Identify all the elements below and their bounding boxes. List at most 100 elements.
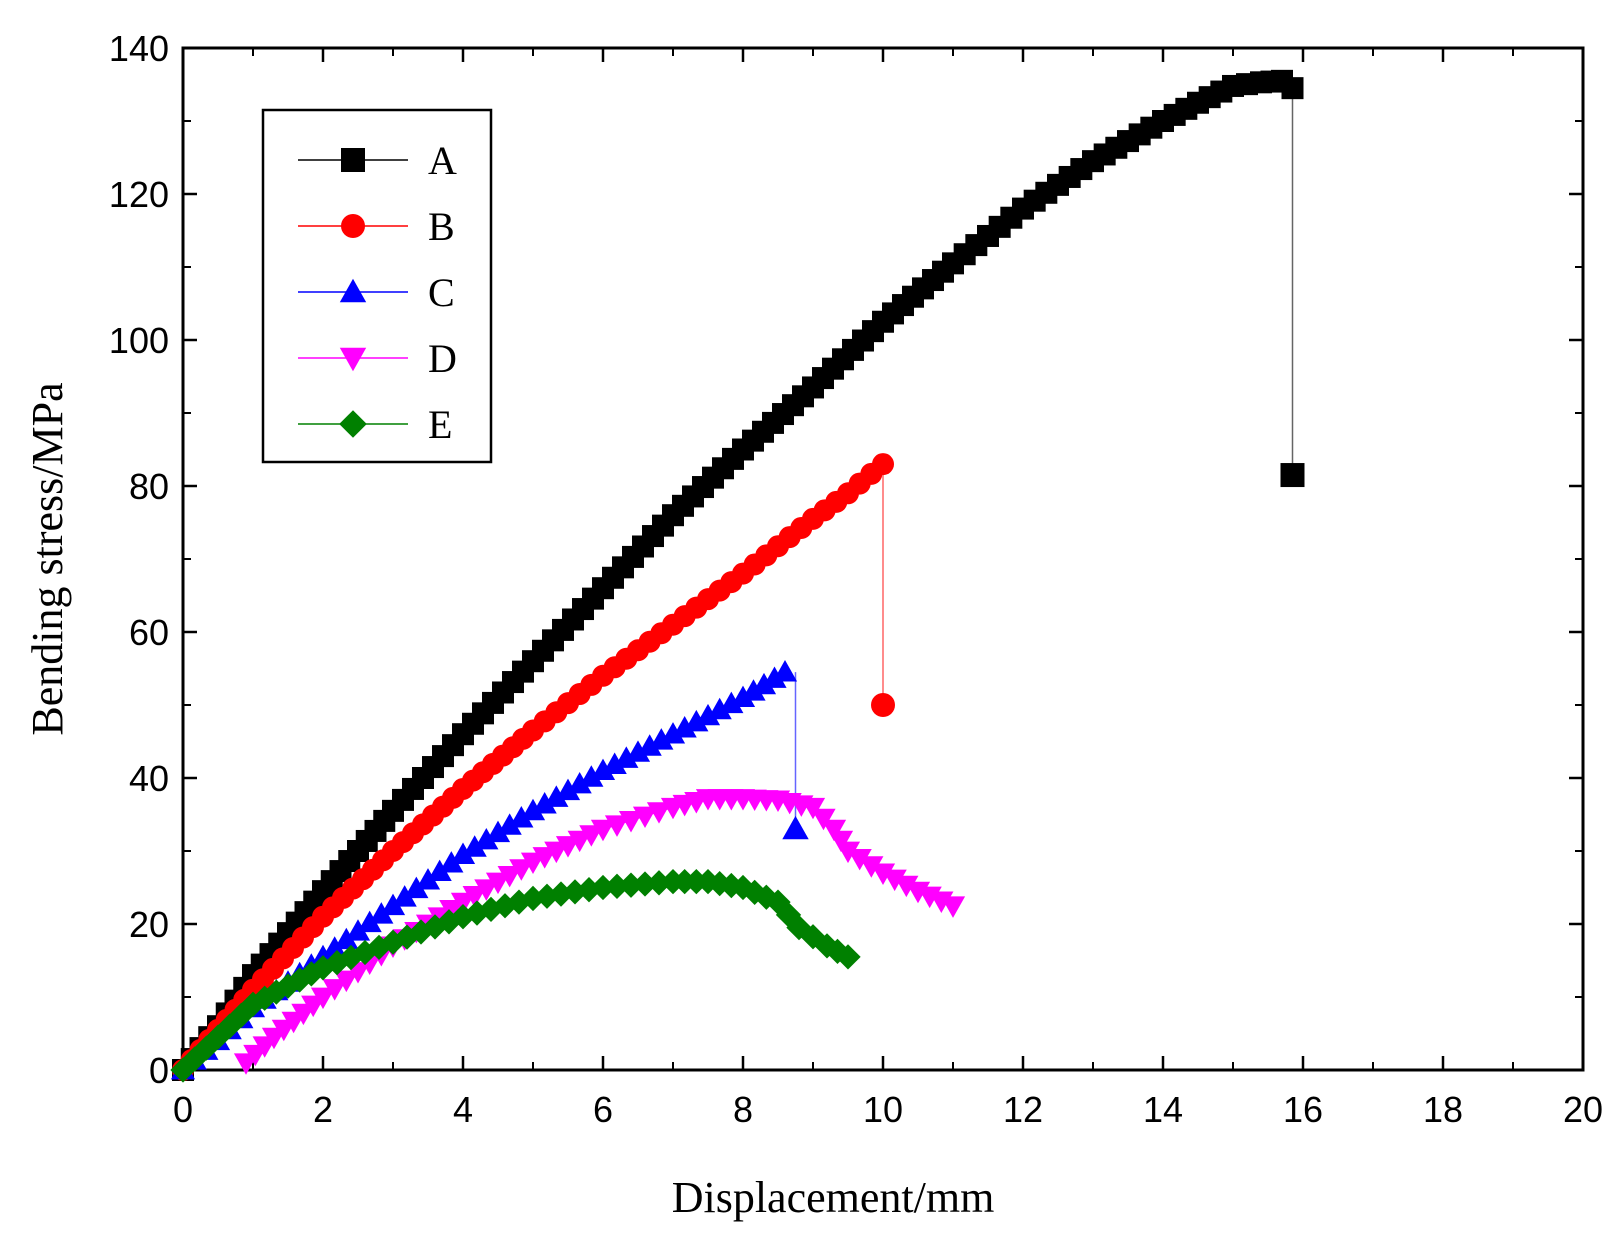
- series-marker: [380, 893, 406, 916]
- series-drop-marker: [1280, 463, 1305, 488]
- x-tick-label: 2: [313, 1089, 333, 1130]
- series-marker: [870, 863, 896, 885]
- series-marker: [602, 752, 627, 774]
- series-marker: [590, 758, 616, 781]
- series-marker: [324, 950, 350, 976]
- series-marker: [392, 885, 417, 907]
- series-marker: [380, 929, 406, 955]
- series-marker: [334, 927, 359, 950]
- series-marker: [800, 797, 826, 820]
- series-marker: [894, 875, 919, 898]
- series-marker: [604, 815, 630, 837]
- x-tick-label: 4: [453, 1089, 473, 1130]
- series-marker: [751, 672, 777, 695]
- series-marker: [762, 666, 787, 688]
- series-marker: [811, 808, 836, 831]
- legend-marker: [339, 410, 367, 438]
- x-axis: 0 2 4 6 8 10 12 14 16 18 20: [173, 48, 1603, 1130]
- series-marker: [450, 842, 476, 864]
- series-marker: [450, 892, 476, 915]
- series-marker: [618, 810, 644, 833]
- series-marker: [369, 902, 394, 924]
- y-axis-title: Bending stress/MPa: [23, 382, 72, 735]
- y-axis: 0 20 40 60 80 100 120 140: [109, 28, 1583, 1091]
- series-marker: [847, 848, 872, 871]
- series-marker: [322, 936, 347, 958]
- x-tick-label: 12: [1003, 1089, 1043, 1130]
- series-marker: [632, 871, 658, 897]
- y-tick-label: 140: [109, 28, 169, 69]
- series-marker: [695, 703, 721, 726]
- series-layer: [170, 69, 1305, 1083]
- series-marker: [474, 879, 499, 901]
- series-marker: [497, 813, 522, 835]
- series-E: [170, 869, 861, 1083]
- series-marker: [821, 819, 847, 842]
- series-marker: [859, 856, 884, 878]
- series-marker: [707, 697, 732, 720]
- x-tick-label: 10: [863, 1089, 903, 1130]
- series-marker: [940, 896, 966, 918]
- series-marker: [357, 910, 382, 933]
- y-tick-label: 40: [129, 758, 169, 799]
- legend-label: A: [428, 138, 457, 183]
- legend-box: [261, 108, 493, 464]
- series-D: [233, 789, 966, 1075]
- series-marker: [462, 835, 487, 857]
- series-marker: [497, 865, 522, 888]
- series-marker: [632, 806, 658, 829]
- legend-marker: [339, 278, 367, 303]
- series-marker: [555, 778, 581, 801]
- legend-marker: [341, 214, 365, 238]
- series-marker: [427, 859, 452, 882]
- series-marker: [872, 453, 894, 476]
- series-marker: [660, 722, 686, 744]
- series-marker: [604, 873, 630, 899]
- series-marker: [625, 740, 651, 762]
- legend-label: C: [428, 270, 455, 315]
- x-tick-label: 16: [1283, 1089, 1323, 1130]
- series-marker: [520, 798, 546, 821]
- x-axis-title: Displacement/mm: [672, 1173, 995, 1222]
- series-marker: [408, 919, 434, 945]
- legend-marker: [339, 347, 367, 372]
- series-marker: [228, 1002, 254, 1028]
- series-marker: [590, 874, 616, 901]
- series-marker: [1281, 77, 1304, 100]
- series-drop-marker: [782, 815, 809, 840]
- legend-label: D: [428, 336, 457, 381]
- series-marker: [474, 827, 499, 850]
- series-drop-marker: [871, 693, 895, 717]
- series-marker: [730, 685, 756, 708]
- series-marker: [828, 830, 854, 853]
- series-marker: [835, 841, 861, 864]
- series-marker: [646, 870, 672, 896]
- series-marker: [509, 806, 534, 828]
- series-marker: [835, 944, 861, 970]
- series-marker: [672, 716, 697, 738]
- x-tick-label: 18: [1423, 1089, 1463, 1130]
- y-tick-label: 0: [149, 1050, 169, 1091]
- x-tick-label: 14: [1143, 1089, 1183, 1130]
- series-marker: [532, 792, 557, 814]
- series-marker: [450, 904, 476, 930]
- series-marker: [478, 896, 504, 923]
- series-marker: [741, 679, 766, 701]
- series-marker: [345, 919, 371, 941]
- legend-label: E: [428, 402, 452, 447]
- y-tick-label: 80: [129, 466, 169, 507]
- y-tick-label: 60: [129, 612, 169, 653]
- x-tick-label: 0: [173, 1089, 193, 1130]
- series-marker: [182, 1046, 208, 1072]
- series-marker: [485, 820, 511, 843]
- series-marker: [205, 1024, 231, 1050]
- series-marker: [415, 868, 441, 890]
- series-marker: [485, 872, 511, 895]
- series-marker: [567, 771, 592, 794]
- series-marker: [646, 802, 672, 824]
- series-marker: [618, 872, 644, 898]
- series-marker: [649, 728, 674, 750]
- series-marker: [684, 709, 709, 732]
